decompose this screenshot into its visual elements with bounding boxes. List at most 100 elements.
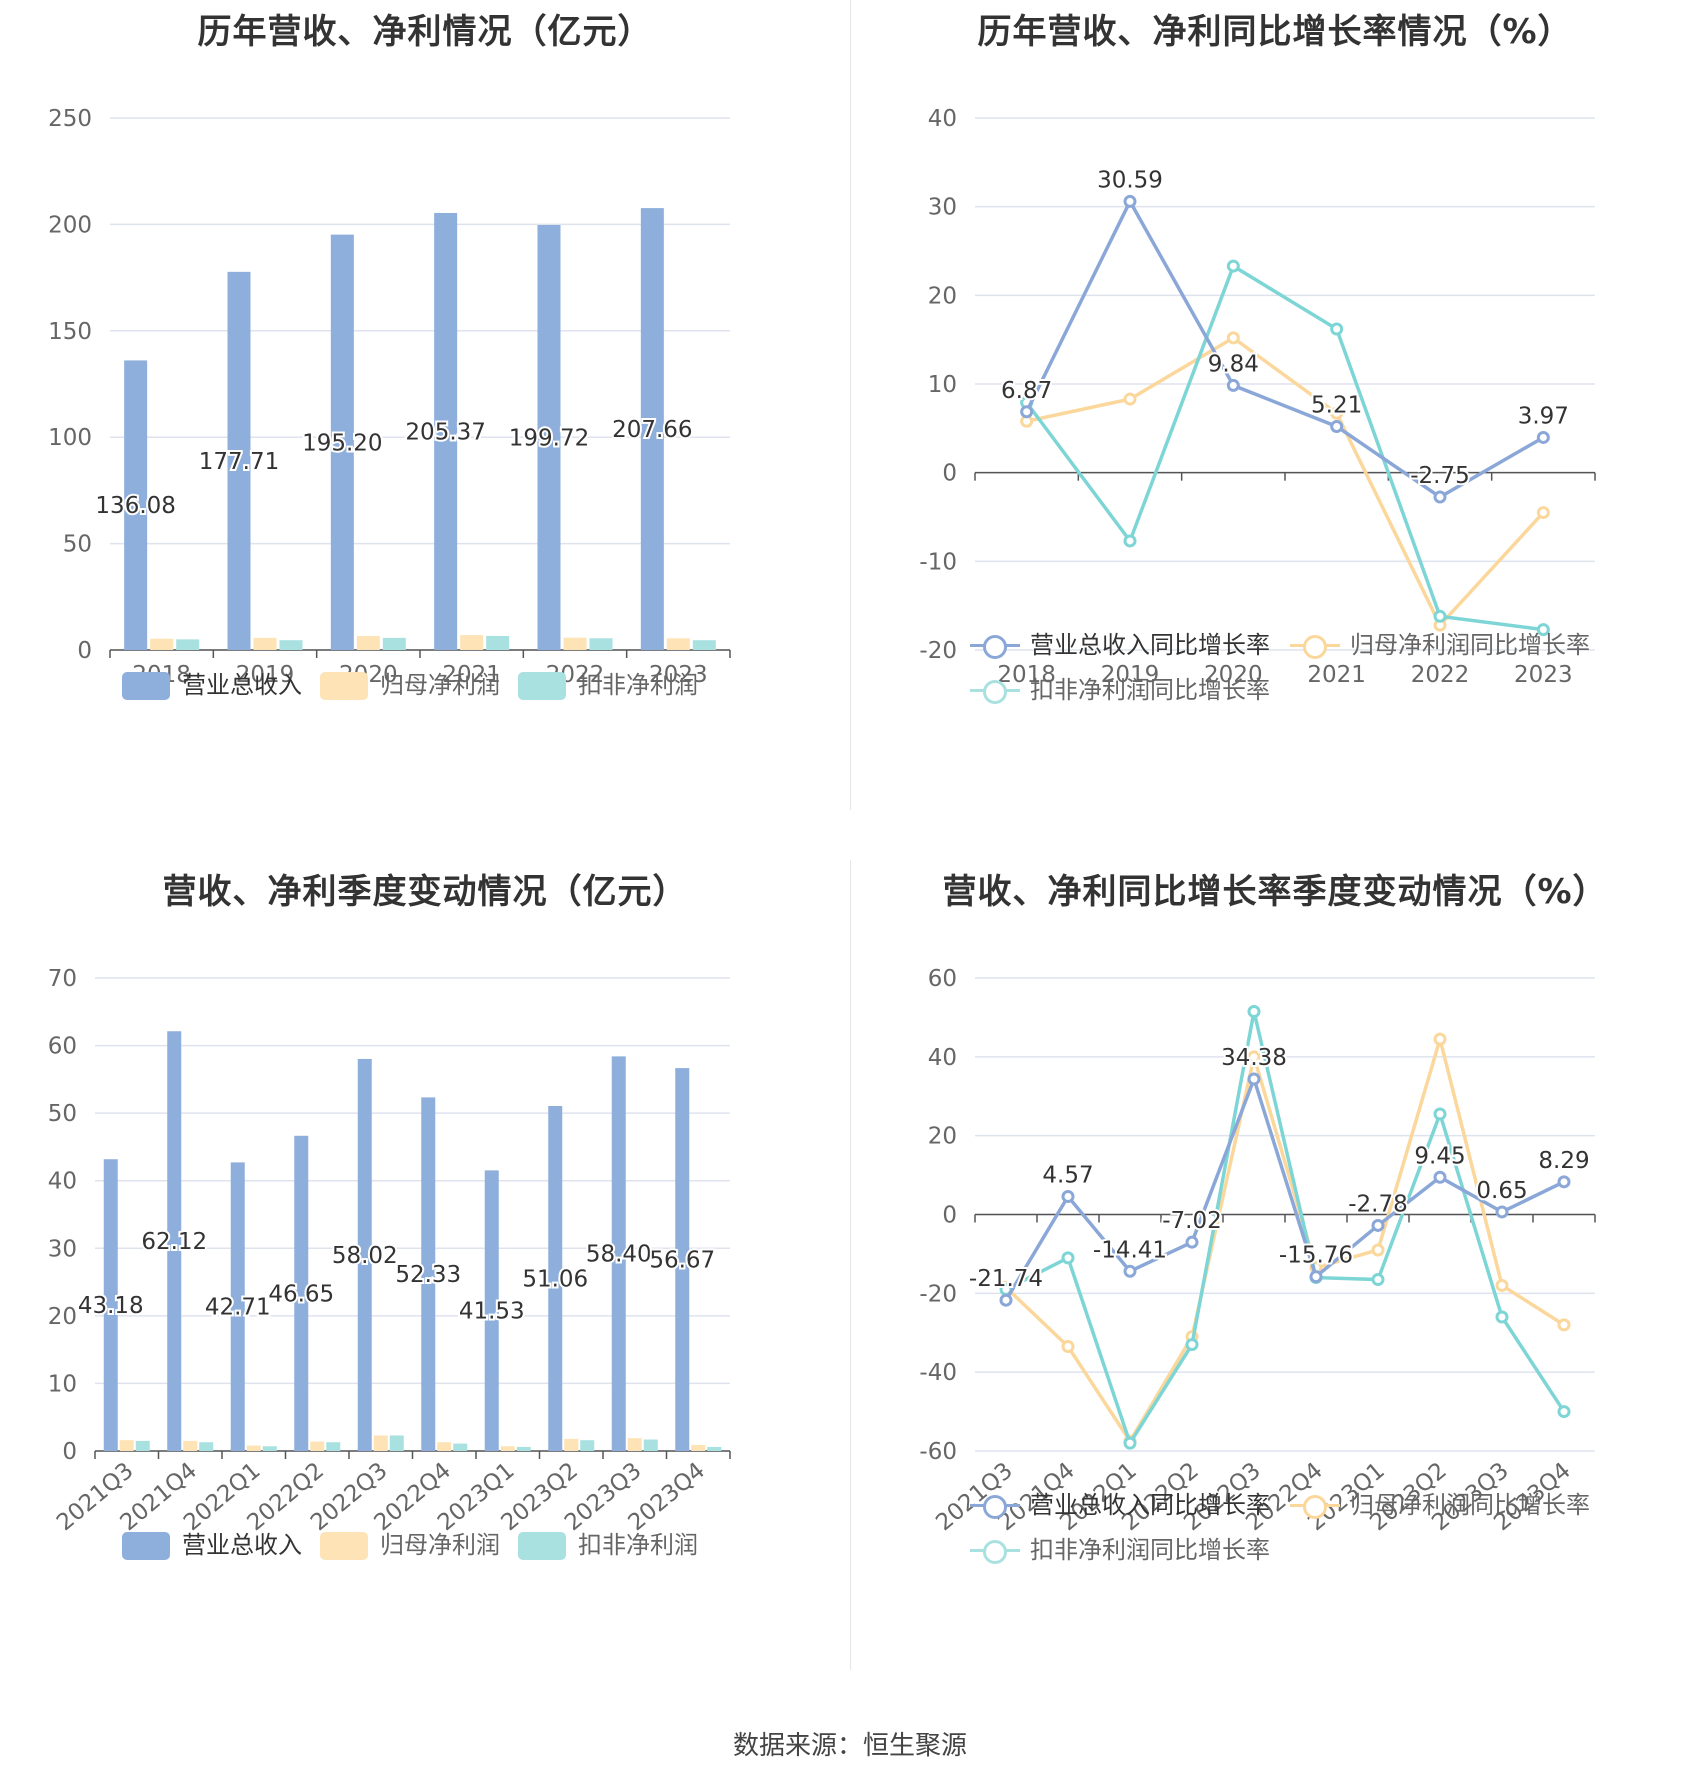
legend-marker: [1303, 1495, 1327, 1519]
chart-quarterly-values: 0102030405060702021Q32021Q42022Q12022Q22…: [48, 966, 731, 1536]
data-label: 9.84: [1208, 351, 1259, 377]
point-net-profit: [1247, 1050, 1261, 1064]
point-deducted-profit: [1495, 1310, 1509, 1324]
y-tick-label: 70: [48, 966, 77, 992]
bar-revenue: [124, 360, 148, 650]
data-label: 56.67: [649, 1248, 715, 1274]
data-label: 30.59: [1097, 167, 1163, 193]
y-tick-label: -60: [919, 1439, 957, 1465]
x-tick-label: 2023: [1514, 662, 1573, 688]
bar-revenue: [167, 1031, 182, 1451]
y-tick-label: 40: [48, 1169, 77, 1195]
point-revenue: [1309, 1270, 1323, 1284]
data-label: 207.66: [612, 417, 692, 443]
bar-net-profit: [564, 1438, 579, 1451]
bar-net-profit: [183, 1440, 198, 1451]
point-deducted-profit: [1247, 1005, 1261, 1019]
bar-revenue: [230, 1162, 245, 1451]
y-tick-label: 60: [928, 966, 957, 992]
y-tick-label: 250: [48, 106, 92, 132]
bar-revenue: [421, 1097, 436, 1451]
data-label: 8.29: [1538, 1148, 1589, 1174]
bar-revenue: [434, 212, 458, 650]
bar-net-profit: [253, 637, 277, 650]
y-tick-label: 50: [63, 532, 92, 558]
chart-title: 历年营收、净利同比增长率情况（%）: [977, 12, 1573, 52]
bar-deducted-profit: [707, 1446, 722, 1451]
data-label: -21.74: [969, 1266, 1043, 1292]
point-net-profit: [1495, 1278, 1509, 1292]
bar-net-profit: [150, 638, 174, 650]
legend-swatch-deducted-profit: [518, 1532, 566, 1560]
y-tick-label: 50: [48, 1101, 77, 1127]
data-label: 136.08: [95, 493, 175, 519]
bar-deducted-profit: [199, 1442, 214, 1451]
data-label: 199.72: [509, 425, 589, 451]
panel-divider: [850, 860, 851, 1670]
legend-swatch-net-profit: [320, 672, 368, 700]
point-deducted-profit: [1557, 1405, 1571, 1419]
bar-deducted-profit: [692, 640, 716, 650]
bar-revenue: [227, 271, 251, 650]
series-line-deducted-profit: [1025, 263, 1544, 632]
legend-swatch-deducted-profit: [518, 672, 566, 700]
x-tick-label: 2018: [997, 662, 1056, 688]
legend-label: 扣非净利润: [578, 1531, 698, 1559]
y-tick-label: 30: [928, 195, 957, 221]
y-tick-label: 20: [48, 1304, 77, 1330]
bar-net-profit: [246, 1445, 261, 1451]
point-revenue: [1247, 1072, 1261, 1086]
y-tick-label: -20: [919, 638, 957, 664]
point-net-profit: [1226, 331, 1240, 345]
chart-annual-growth-panel: 历年营收、净利同比增长率情况（%） -20 -10 0 10 20 30 40 2018 201…: [850, 0, 1700, 860]
bar-net-profit: [460, 635, 484, 650]
bar-revenue: [103, 1159, 118, 1451]
legend-swatch-revenue: [122, 1532, 170, 1560]
legend-label: 营业总收入同比增长率: [1030, 631, 1270, 659]
point-deducted-profit: [1330, 322, 1344, 336]
bar-revenue: [294, 1135, 309, 1451]
bar-net-profit: [310, 1441, 325, 1451]
y-tick-label: 0: [942, 1203, 957, 1229]
y-tick-label: 30: [48, 1236, 77, 1262]
point-net-profit: [1330, 406, 1344, 420]
bar-revenue: [357, 1058, 372, 1451]
legend-marker: [983, 680, 1007, 704]
point-revenue: [999, 1293, 1013, 1307]
bar-deducted-profit: [589, 638, 613, 650]
y-tick-label: 0: [77, 638, 92, 664]
point-revenue: [1226, 378, 1240, 392]
y-tick-label: 0: [62, 1439, 77, 1465]
bar-revenue: [640, 208, 664, 650]
y-tick-label: 40: [928, 106, 957, 132]
point-net-profit: [1536, 506, 1550, 520]
bar-net-profit: [500, 1446, 515, 1451]
legend-label: 营业总收入同比增长率: [1030, 1491, 1270, 1519]
bar-net-profit: [563, 637, 587, 650]
y-tick-label: 10: [48, 1371, 77, 1397]
data-label: -15.76: [1279, 1243, 1353, 1269]
bar-revenue: [537, 224, 561, 650]
bar-revenue: [675, 1068, 690, 1451]
legend-marker: [1303, 635, 1327, 659]
data-label: -2.78: [1348, 1191, 1408, 1217]
data-label: -2.75: [1410, 463, 1470, 489]
bar-net-profit: [373, 1435, 388, 1451]
chart-title: 营收、净利同比增长率季度变动情况（%）: [942, 872, 1608, 912]
bar-revenue: [330, 234, 354, 651]
legend-marker: [983, 1495, 1007, 1519]
data-label: 6.87: [1001, 378, 1052, 404]
point-deducted-profit: [1433, 1107, 1447, 1121]
y-tick-label: -20: [919, 1281, 957, 1307]
chart-annual-growth: -20 -10 0 10 20 30 40 2018 2019 2020 2021 2022 2023 6…: [919, 106, 1596, 688]
bar-deducted-profit: [176, 639, 200, 650]
bar-deducted-profit: [382, 637, 406, 650]
point-deducted-profit: [1123, 534, 1137, 548]
y-tick-label: -10: [919, 549, 957, 575]
y-tick-label: 40: [928, 1045, 957, 1071]
point-revenue: [1330, 419, 1344, 433]
y-tick-label: 100: [48, 425, 92, 451]
point-deducted-profit: [1371, 1273, 1385, 1287]
bar-net-profit: [119, 1440, 134, 1451]
y-tick-label: 200: [48, 212, 92, 238]
